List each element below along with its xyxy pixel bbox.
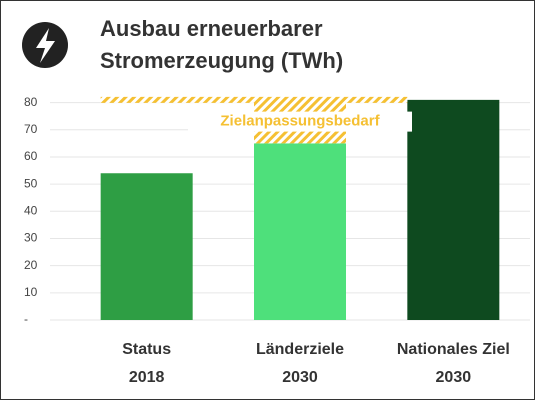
y-tick-label: 10 xyxy=(24,285,38,299)
y-tick-label: 80 xyxy=(24,95,38,109)
y-tick-label: 20 xyxy=(24,258,38,272)
x-tick-label: 2018 xyxy=(129,369,165,386)
bar xyxy=(254,143,346,320)
chart-title: Ausbau erneuerbarer xyxy=(100,16,323,41)
x-tick-label: 2030 xyxy=(436,369,472,386)
x-tick-label: Länderziele xyxy=(256,341,344,358)
y-tick-label: 50 xyxy=(24,176,38,190)
x-tick-label: Nationales Ziel xyxy=(397,341,510,358)
y-tick-label: 60 xyxy=(24,149,38,163)
bar xyxy=(100,173,193,320)
x-tick-label: 2030 xyxy=(282,369,318,386)
y-tick-label: 40 xyxy=(24,203,38,217)
chart-title: Stromerzeugung (TWh) xyxy=(100,48,343,73)
annotation: Zielanpassungsbedarf xyxy=(220,113,380,130)
y-tick-label: - xyxy=(24,312,28,326)
bar xyxy=(407,99,500,320)
y-tick-label: 70 xyxy=(24,122,38,136)
note-bg xyxy=(188,111,412,132)
x-tick-label: Status xyxy=(122,341,171,358)
icon xyxy=(22,22,68,68)
y-tick-label: 30 xyxy=(24,231,38,245)
